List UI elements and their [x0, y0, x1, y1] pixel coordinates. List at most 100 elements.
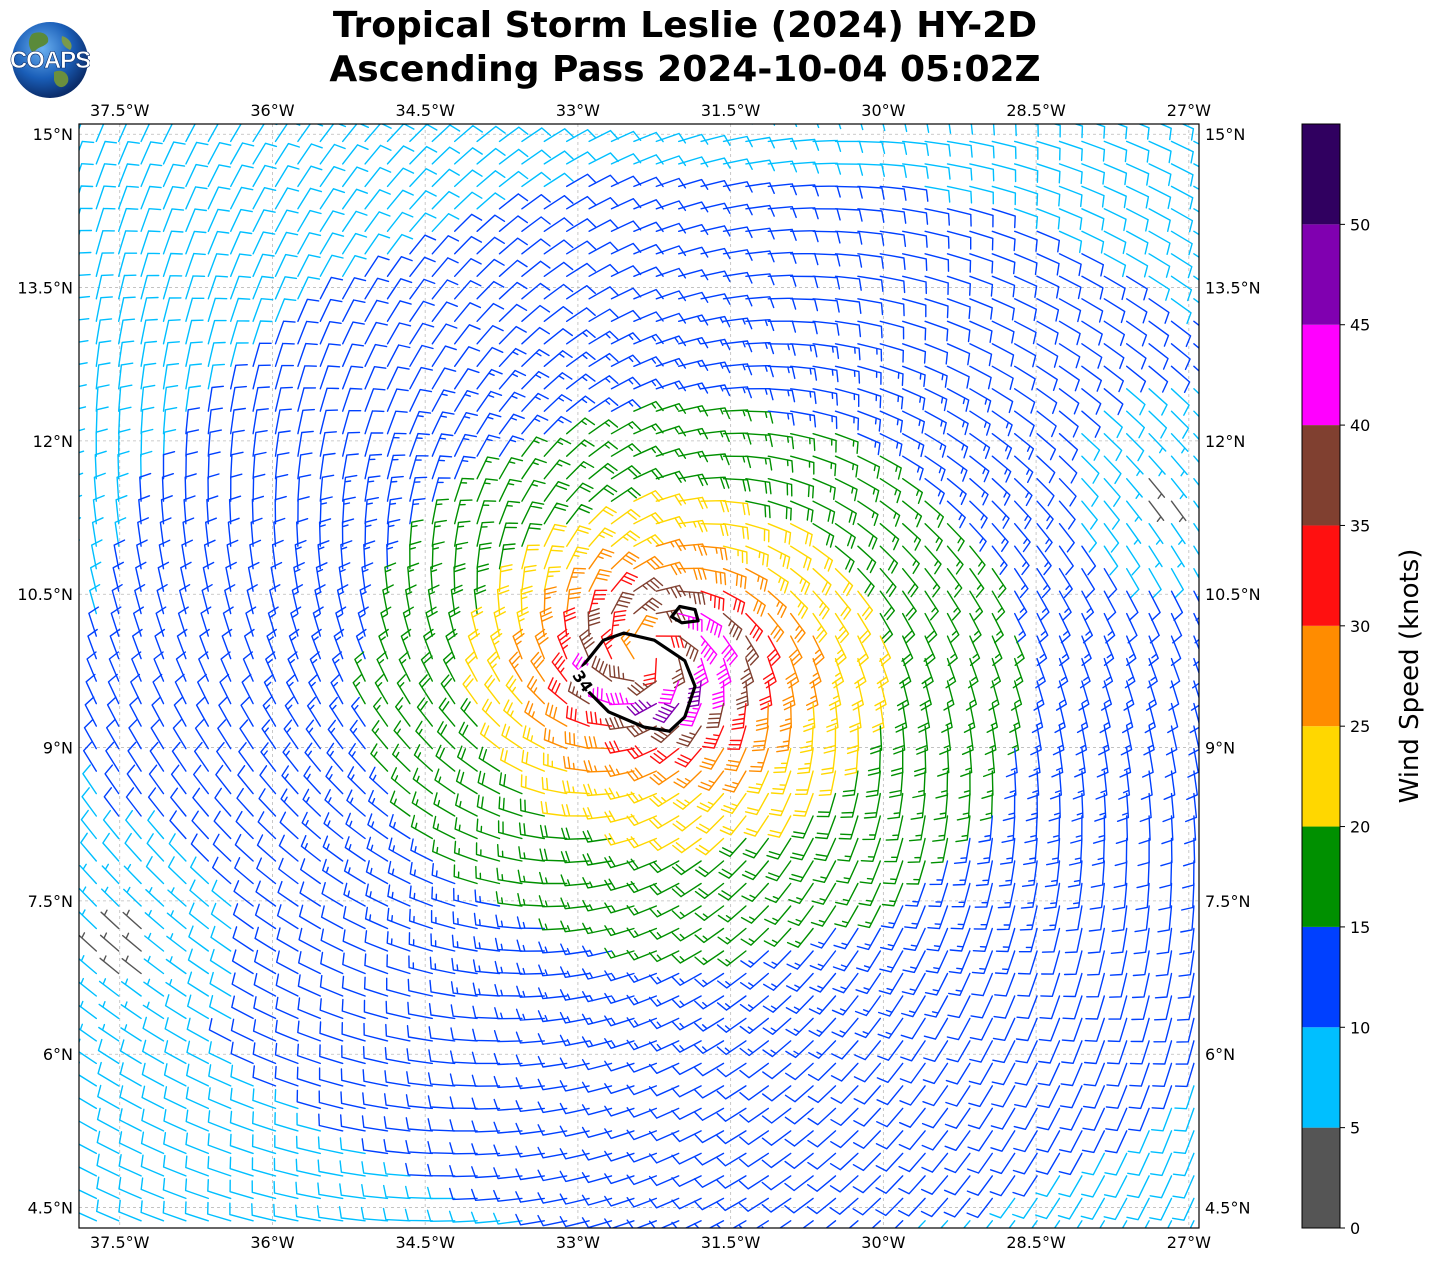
wind-barb	[990, 1107, 1016, 1130]
wind-barb	[207, 1201, 232, 1222]
wind-barb	[896, 680, 910, 711]
wind-barb	[364, 211, 391, 232]
wind-barb	[912, 770, 926, 799]
wind-barb	[799, 725, 814, 754]
wind-barb	[432, 103, 459, 119]
wind-barb	[1170, 568, 1184, 599]
wind-barb	[1008, 1220, 1016, 1228]
wind-barb	[695, 860, 725, 878]
wind-barb	[678, 269, 709, 281]
lat-tick-label-right: 7.5°N	[1205, 892, 1250, 911]
wind-barb	[317, 1136, 344, 1155]
wind-barb	[361, 1184, 389, 1200]
wind-barb	[1035, 657, 1046, 689]
wind-barb	[342, 188, 368, 210]
wind-barb	[142, 1016, 165, 1042]
wind-barb	[650, 725, 680, 744]
wind-barb	[716, 1017, 747, 1033]
wind-barb	[157, 561, 170, 592]
wind-barb	[208, 1041, 232, 1065]
wind-barb	[655, 516, 686, 529]
wind-barb	[498, 281, 528, 300]
wind-barb	[144, 932, 165, 952]
wind-barb	[560, 850, 590, 864]
wind-barb	[501, 723, 523, 750]
wind-barb	[183, 495, 196, 525]
wind-barb	[79, 273, 91, 278]
wind-barb	[498, 325, 527, 345]
wind-barb	[722, 294, 753, 307]
wind-barb	[1103, 433, 1123, 462]
wind-barb	[604, 1083, 635, 1094]
wind-barb	[588, 484, 618, 502]
wind-barb	[809, 657, 822, 689]
wind-barb	[921, 1130, 949, 1151]
wind-barb	[921, 1152, 949, 1173]
wind-barb	[190, 856, 209, 885]
wind-barb	[969, 478, 989, 506]
wind-barb	[901, 972, 926, 996]
wind-barb	[473, 936, 501, 952]
lon-tick-label-top: 30°W	[861, 101, 905, 120]
wind-barb	[538, 987, 568, 1000]
wind-barb	[852, 1152, 881, 1172]
wind-barb	[340, 1114, 366, 1132]
wind-barb	[134, 584, 146, 615]
wind-barb	[185, 124, 196, 143]
wind-barb	[979, 792, 993, 821]
wind-barb	[1136, 860, 1150, 889]
wind-barb	[588, 506, 617, 525]
wind-barb	[142, 1039, 165, 1065]
wind-barb	[154, 628, 166, 660]
wind-barb	[118, 141, 140, 165]
wind-barb	[566, 329, 596, 345]
wind-barb	[899, 1085, 926, 1106]
wind-barb	[454, 235, 483, 255]
wind-barb	[992, 1040, 1016, 1064]
wind-barb	[1144, 1220, 1150, 1228]
wind-barb	[751, 725, 769, 752]
wind-barb	[924, 320, 949, 342]
wind-barb	[345, 812, 366, 840]
wind-barb	[551, 652, 568, 682]
wind-barb	[187, 971, 209, 997]
wind-barb	[831, 657, 845, 689]
wind-barb	[296, 1066, 321, 1087]
lat-tick-label-left: 7.5°N	[28, 892, 73, 911]
wind-barb	[1090, 860, 1105, 888]
wind-barb	[1126, 298, 1148, 324]
wind-barb	[364, 124, 392, 143]
wind-barb	[767, 590, 787, 618]
wind-barb	[95, 318, 113, 345]
wind-barb	[201, 584, 213, 615]
wind-barb	[317, 1159, 344, 1177]
wind-barb	[686, 680, 702, 708]
wind-barb	[879, 433, 903, 457]
wind-barb	[655, 312, 687, 324]
wind-barb	[1167, 702, 1179, 734]
colorbar-tick-label: 10	[1350, 1018, 1370, 1037]
wind-barb	[1018, 927, 1038, 953]
wind-barb	[1014, 455, 1034, 483]
wind-barb	[991, 1085, 1016, 1108]
wind-barb	[162, 1177, 187, 1200]
wind-barb	[409, 322, 435, 345]
wind-barb	[807, 1130, 837, 1148]
wind-barb	[274, 1065, 299, 1087]
wind-barb	[832, 972, 859, 994]
wind-barb	[745, 159, 775, 172]
wind-barb	[674, 747, 702, 768]
wind-barb	[339, 1160, 366, 1177]
wind-barb	[610, 242, 642, 255]
wind-barb	[1151, 1085, 1173, 1110]
wind-barb	[66, 607, 76, 636]
wind-barb	[172, 719, 187, 750]
wind-barb	[560, 874, 590, 887]
wind-barb	[1120, 725, 1133, 756]
wind-barb	[115, 495, 128, 525]
lat-tick-label-right: 4.5°N	[1205, 1199, 1250, 1218]
wind-barb	[561, 804, 590, 817]
wind-barb	[784, 1175, 814, 1192]
wind-barb	[1014, 163, 1039, 183]
wind-barb	[364, 953, 389, 975]
